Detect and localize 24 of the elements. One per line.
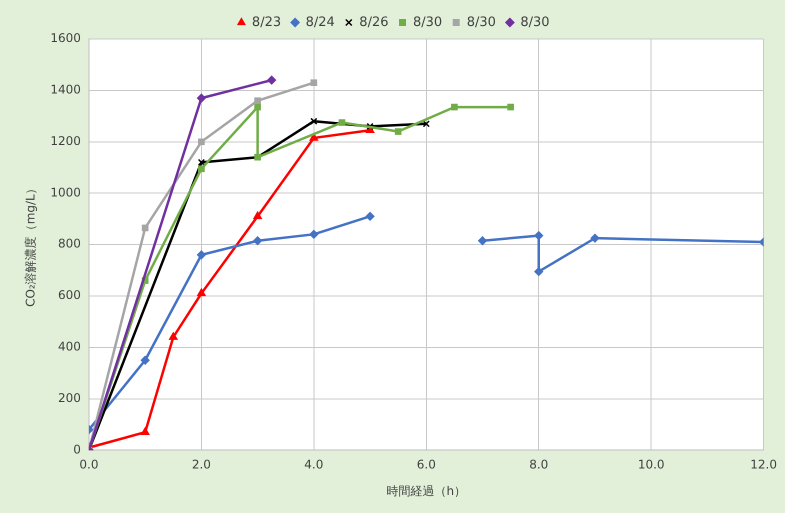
y-tick-label: 200 bbox=[58, 390, 81, 405]
x-tick-label: 6.0 bbox=[416, 458, 436, 472]
y-tick-label: 1200 bbox=[50, 134, 81, 148]
legend-label: 8/24 bbox=[306, 14, 335, 30]
y-tick-label: 1600 bbox=[50, 31, 81, 46]
y-tick-label: 600 bbox=[58, 288, 81, 302]
x-tick-label: 4.0 bbox=[304, 458, 324, 472]
legend-label: 8/23 bbox=[252, 14, 282, 30]
x-tick-label: 12.0 bbox=[750, 458, 777, 472]
x-tick-label: 8.0 bbox=[529, 458, 548, 472]
legend-label: 8/30 bbox=[466, 14, 496, 30]
x-tick-label: 2.0 bbox=[192, 458, 211, 472]
y-tick-label: 0 bbox=[73, 442, 81, 456]
y-tick-label: 1400 bbox=[50, 82, 81, 97]
legend-label: 8/26 bbox=[359, 14, 389, 30]
y-tick-label: 800 bbox=[58, 236, 81, 251]
y-tick-label: 400 bbox=[58, 340, 81, 354]
legend-label: 8/30 bbox=[520, 14, 550, 30]
x-tick-label: 0.0 bbox=[79, 458, 98, 472]
x-tick-label: 10.0 bbox=[638, 458, 665, 472]
y-tick-label: 1000 bbox=[50, 185, 81, 200]
x-axis-title: 時間経過（h） bbox=[386, 484, 466, 498]
y-axis-title: CO₂溶解濃度（mg/L） bbox=[23, 182, 38, 307]
legend-label: 8/30 bbox=[413, 14, 442, 30]
